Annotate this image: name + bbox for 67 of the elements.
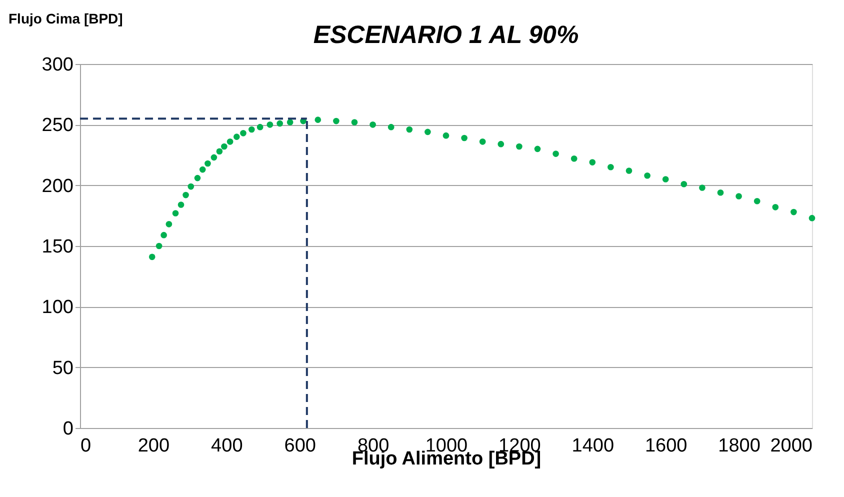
point bbox=[210, 154, 218, 161]
point bbox=[388, 124, 394, 130]
point bbox=[233, 134, 240, 140]
point bbox=[680, 180, 688, 188]
point bbox=[276, 120, 283, 127]
point bbox=[248, 126, 255, 133]
point bbox=[498, 140, 504, 148]
point bbox=[226, 138, 234, 145]
x-tick-label: 0 bbox=[80, 436, 92, 456]
point bbox=[479, 138, 486, 145]
y-tick-label: 0 bbox=[62, 418, 74, 440]
x-tick-label: 600 bbox=[284, 436, 316, 456]
point bbox=[717, 189, 724, 196]
point bbox=[160, 232, 167, 238]
point bbox=[699, 184, 706, 191]
point bbox=[736, 193, 742, 200]
y-tick-label: 150 bbox=[42, 236, 74, 258]
y-tick-label: 250 bbox=[42, 115, 74, 136]
y-tick-label: 50 bbox=[52, 358, 74, 379]
point bbox=[570, 155, 578, 162]
chart-title: ESCENARIO 1 AL 90% bbox=[313, 21, 579, 49]
point bbox=[808, 214, 816, 222]
point bbox=[424, 128, 431, 136]
x-tick-label: 1600 bbox=[644, 436, 688, 456]
point bbox=[188, 183, 194, 190]
point bbox=[204, 160, 211, 167]
y-tick-label: 300 bbox=[42, 54, 74, 76]
point bbox=[552, 150, 559, 157]
y-tick-label: 200 bbox=[42, 176, 74, 197]
point bbox=[662, 176, 669, 182]
y-axis-title: Flujo Cima [BPD] bbox=[8, 10, 123, 26]
point bbox=[266, 122, 274, 128]
point bbox=[240, 130, 246, 136]
x-tick-label: 200 bbox=[138, 436, 170, 456]
point bbox=[194, 174, 201, 182]
x-tick-label: 1400 bbox=[572, 436, 614, 456]
point bbox=[754, 198, 760, 204]
point bbox=[589, 159, 596, 166]
point bbox=[166, 221, 172, 228]
x-tick-label: 400 bbox=[211, 436, 243, 456]
point bbox=[333, 118, 340, 124]
point bbox=[370, 122, 376, 128]
point bbox=[148, 254, 156, 260]
point bbox=[314, 116, 322, 123]
y-tick-label: 100 bbox=[42, 297, 74, 318]
point bbox=[790, 208, 797, 216]
point bbox=[534, 146, 541, 152]
point bbox=[216, 148, 223, 155]
point bbox=[351, 119, 358, 126]
point bbox=[182, 192, 189, 198]
point bbox=[626, 168, 632, 174]
point bbox=[442, 132, 450, 139]
point bbox=[644, 172, 650, 179]
point bbox=[172, 210, 179, 216]
point bbox=[156, 242, 162, 250]
point bbox=[461, 134, 468, 142]
point bbox=[178, 202, 184, 208]
point bbox=[221, 143, 228, 150]
point bbox=[199, 166, 206, 173]
x-tick-label: 1800 bbox=[718, 436, 760, 456]
point bbox=[608, 164, 614, 170]
point bbox=[286, 119, 294, 126]
x-tick-label: 2000 bbox=[770, 436, 812, 456]
point bbox=[256, 124, 264, 130]
point bbox=[516, 143, 522, 150]
point bbox=[772, 204, 779, 210]
point bbox=[406, 126, 413, 133]
